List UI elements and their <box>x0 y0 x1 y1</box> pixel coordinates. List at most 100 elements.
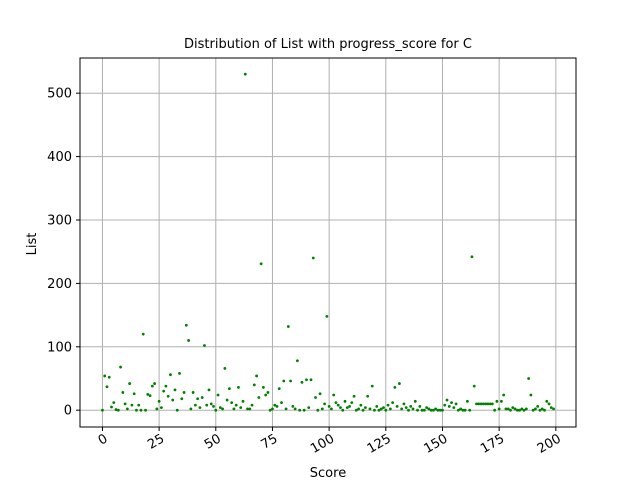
data-point <box>334 401 338 404</box>
data-point <box>309 378 313 382</box>
data-point <box>470 255 474 259</box>
data-point <box>164 384 168 388</box>
data-point <box>241 399 245 403</box>
data-point <box>518 408 521 412</box>
data-point <box>411 407 415 411</box>
data-point <box>175 408 179 412</box>
data-point <box>348 404 351 408</box>
data-point <box>298 408 302 412</box>
data-point <box>490 402 494 406</box>
data-point <box>212 404 215 408</box>
data-point <box>345 406 349 410</box>
data-point <box>366 394 370 398</box>
data-point <box>475 402 478 406</box>
data-point <box>141 332 145 336</box>
data-point <box>354 408 358 412</box>
x-tick-label: 75 <box>259 431 281 452</box>
data-point <box>359 403 363 407</box>
data-point <box>495 399 499 403</box>
data-point <box>250 403 254 407</box>
data-point <box>293 407 297 411</box>
data-point <box>515 408 519 412</box>
data-point <box>203 344 206 347</box>
data-point <box>500 399 503 403</box>
data-point <box>196 397 200 401</box>
data-point <box>311 256 315 260</box>
data-point <box>234 403 238 407</box>
data-point <box>456 408 460 412</box>
data-point <box>452 406 456 410</box>
data-point <box>223 366 227 370</box>
data-point <box>307 406 311 410</box>
data-point <box>527 377 531 380</box>
data-point <box>404 406 408 410</box>
data-point <box>248 407 252 411</box>
data-point <box>534 407 537 411</box>
y-tick-label: 200 <box>47 277 72 292</box>
data-point <box>137 403 141 407</box>
data-point <box>545 399 549 403</box>
data-point <box>200 396 204 399</box>
data-point <box>382 406 385 410</box>
data-point <box>128 382 132 385</box>
data-point <box>180 397 184 401</box>
data-point <box>395 404 399 408</box>
data-point <box>187 339 190 342</box>
data-points <box>101 72 555 412</box>
data-point <box>246 407 249 411</box>
data-point <box>221 407 224 411</box>
y-tick-label: 400 <box>47 150 72 165</box>
data-point <box>105 385 109 389</box>
data-point <box>531 408 535 412</box>
data-point <box>463 408 467 412</box>
data-point <box>547 402 551 406</box>
x-axis-label: Score <box>310 466 346 480</box>
data-point <box>155 407 159 411</box>
data-point <box>239 406 243 410</box>
plot-frame <box>79 57 577 428</box>
data-point <box>484 402 487 406</box>
data-point <box>114 408 118 411</box>
x-tick-label: 25 <box>145 431 167 452</box>
data-point <box>184 323 188 327</box>
data-point <box>275 404 279 408</box>
data-point <box>282 379 286 383</box>
y-tick-label: 300 <box>47 213 72 228</box>
data-point <box>273 403 277 407</box>
data-point <box>302 408 306 412</box>
data-point <box>422 408 426 412</box>
data-point <box>361 408 365 412</box>
data-point <box>153 382 156 385</box>
data-point <box>379 407 383 411</box>
data-point <box>257 396 261 399</box>
data-point <box>524 407 528 411</box>
data-point <box>119 365 122 369</box>
data-point <box>522 408 526 412</box>
data-point <box>169 373 172 377</box>
data-point <box>434 407 438 411</box>
data-point <box>314 396 317 399</box>
y-tick-label: 100 <box>47 340 72 355</box>
data-point <box>150 384 154 388</box>
data-point <box>318 392 322 396</box>
data-point <box>130 403 134 407</box>
data-point <box>538 408 542 412</box>
data-point <box>178 372 181 375</box>
data-point <box>110 405 113 409</box>
data-point <box>513 407 517 411</box>
data-point <box>255 374 258 378</box>
data-point <box>189 407 193 411</box>
x-tick-label: 50 <box>202 431 224 452</box>
data-point <box>375 404 379 408</box>
data-point <box>472 384 476 388</box>
data-point <box>271 407 274 411</box>
data-point <box>436 408 440 412</box>
data-point <box>193 403 197 407</box>
data-point <box>139 408 143 412</box>
data-point <box>413 399 417 403</box>
data-point <box>218 406 222 410</box>
data-point <box>432 408 435 412</box>
data-point <box>107 375 111 379</box>
data-point <box>391 401 395 404</box>
